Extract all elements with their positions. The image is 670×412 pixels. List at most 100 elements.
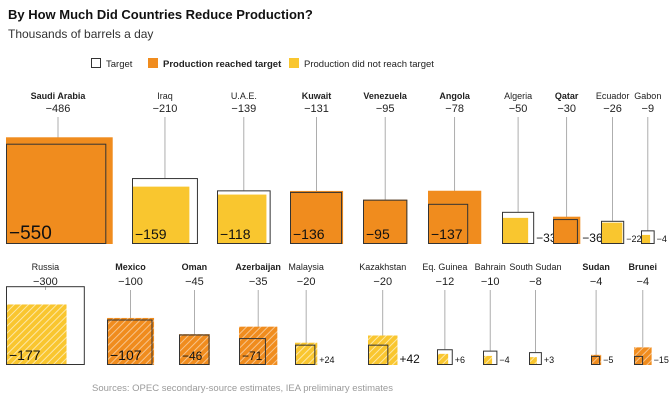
- country-ecuador: Ecuador −26 −22: [596, 91, 641, 244]
- production-value: −107: [110, 347, 142, 363]
- target-value: −100: [118, 276, 143, 288]
- production-value: +3: [544, 355, 554, 365]
- country-name: Ecuador: [596, 91, 630, 101]
- target-value: −35: [249, 276, 268, 288]
- target-square: [107, 319, 153, 365]
- production-value: −136: [293, 226, 325, 242]
- country-name: South Sudan: [509, 262, 561, 272]
- production-square: [641, 234, 651, 244]
- target-value: −4: [637, 276, 650, 288]
- target-square: [641, 230, 655, 245]
- legend-target-swatch: [91, 58, 101, 68]
- country-saudi-arabia: Saudi Arabia −486 −550: [6, 91, 113, 244]
- country-u-a-e: U.A.E. −139 −118: [217, 91, 271, 244]
- country-kuwait: Kuwait −131 −136: [290, 91, 344, 244]
- country-name: Sudan: [582, 262, 610, 272]
- production-square: [132, 186, 190, 244]
- country-name: Kuwait: [302, 91, 332, 101]
- target-square: [6, 286, 85, 365]
- country-sudan: Sudan −4 −5: [582, 262, 613, 365]
- target-square: [363, 199, 408, 244]
- production-value: −550: [9, 223, 52, 244]
- country-name: Brunei: [629, 262, 658, 272]
- country-name: Kazakhstan: [359, 262, 406, 272]
- country-angola: Angola −78 −137: [428, 91, 482, 245]
- target-value: −300: [33, 276, 58, 288]
- country-name: Iraq: [157, 91, 173, 101]
- legend-reached: Production reached target: [148, 58, 281, 70]
- target-square: [553, 219, 578, 245]
- production-value: −4: [499, 355, 509, 365]
- target-square: [368, 344, 389, 366]
- country-iraq: Iraq −210 −159: [132, 91, 198, 244]
- production-value: +24: [319, 355, 334, 365]
- target-value: −30: [557, 103, 576, 115]
- production-value: −15: [654, 355, 669, 365]
- production-value: −33: [536, 231, 557, 245]
- production-square: [363, 199, 408, 244]
- production-value: +42: [399, 352, 420, 366]
- production-square: [295, 342, 318, 365]
- production-value: −177: [9, 347, 41, 363]
- production-square: [6, 304, 67, 365]
- country-qatar: Qatar −30 −36: [553, 91, 603, 245]
- production-square: [553, 216, 581, 244]
- target-square: [179, 334, 210, 365]
- production-square: [428, 190, 482, 244]
- target-square: [483, 350, 498, 365]
- production-value: −36: [582, 231, 603, 245]
- country-eq-guinea: Eq. Guinea −12 +6: [422, 262, 467, 366]
- target-value: −95: [376, 103, 395, 115]
- country-name: Mexico: [115, 262, 146, 272]
- target-value: −20: [373, 276, 392, 288]
- source-note: Sources: OPEC secondary-source estimates…: [92, 383, 393, 394]
- target-square: [132, 178, 198, 244]
- country-name: Saudi Arabia: [31, 91, 87, 101]
- production-square: [290, 190, 344, 244]
- country-kazakhstan: Kazakhstan −20 +42: [359, 262, 420, 366]
- production-value: −5: [603, 355, 613, 365]
- country-name: Bahrain: [475, 262, 506, 272]
- country-name: Eq. Guinea: [422, 262, 467, 272]
- country-venezuela: Venezuela −95 −95: [363, 91, 408, 244]
- legend-reached-label: Production reached target: [163, 59, 282, 70]
- production-square: [179, 334, 210, 365]
- country-name: Russia: [32, 262, 60, 272]
- production-square: [239, 326, 278, 365]
- country-name: Azerbaijan: [235, 262, 281, 272]
- target-square: [634, 355, 644, 365]
- chart-title: By How Much Did Countries Reduce Product…: [8, 7, 313, 22]
- production-value: +6: [455, 355, 465, 365]
- country-brunei: Brunei −4 −15: [629, 262, 669, 365]
- production-square: [483, 355, 493, 365]
- production-square: [437, 353, 449, 365]
- production-square: [107, 317, 155, 365]
- target-square: [290, 191, 343, 244]
- production-value: −118: [220, 226, 251, 242]
- country-mexico: Mexico −100 −107: [107, 262, 155, 365]
- target-square: [217, 190, 271, 244]
- production-square: [591, 354, 602, 365]
- country-azerbaijan: Azerbaijan −35 −71: [235, 262, 281, 366]
- legend-target: Target: [91, 58, 132, 70]
- country-name: Algeria: [504, 91, 532, 101]
- target-value: −26: [603, 103, 622, 115]
- country-malaysia: Malaysia −20 +24: [288, 262, 335, 366]
- production-value: −95: [366, 226, 390, 242]
- target-value: −9: [642, 103, 655, 115]
- legend-not-reached: Production did not reach target: [289, 58, 434, 70]
- country-name: Oman: [182, 262, 208, 272]
- target-square: [601, 220, 625, 244]
- production-value: −22: [626, 234, 641, 244]
- country-name: Venezuela: [363, 91, 408, 101]
- country-russia: Russia −300 −177: [6, 262, 85, 365]
- production-value: −4: [657, 234, 667, 244]
- target-value: −4: [590, 276, 603, 288]
- production-value: −71: [242, 349, 263, 363]
- target-value: −210: [153, 103, 178, 115]
- target-value: −45: [185, 276, 204, 288]
- country-gabon: Gabon −9 −4: [634, 91, 667, 245]
- target-square: [529, 352, 542, 365]
- target-value: −20: [297, 276, 316, 288]
- target-square: [591, 355, 601, 365]
